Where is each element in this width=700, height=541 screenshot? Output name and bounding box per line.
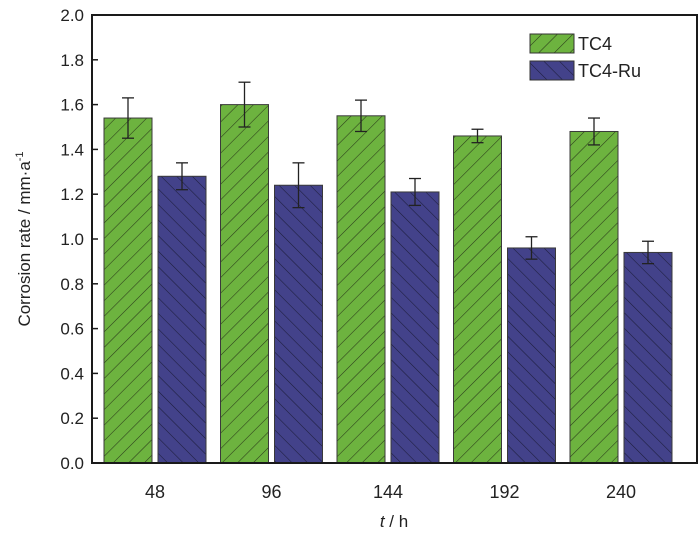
- y-tick-label: 0.8: [60, 275, 84, 294]
- y-axis-label-main: Corrosion rate / mm·a: [15, 161, 34, 327]
- x-axis-ticks: 48 96 144 192 240: [145, 482, 636, 502]
- legend-label-tc4-ru: TC4-Ru: [578, 61, 641, 81]
- legend-swatch-tc4: [529, 33, 575, 54]
- bar-tc4-ru-48: [157, 175, 207, 464]
- y-axis-label-superscript: -1: [14, 151, 26, 161]
- legend-swatch-tc4-ru: [529, 60, 575, 81]
- bar-tc4-192: [453, 135, 502, 464]
- error-bar: [409, 177, 421, 207]
- bar-tc4-ru-192: [507, 247, 556, 464]
- error-bar: [238, 81, 251, 128]
- y-tick-label: 0.0: [60, 454, 84, 473]
- x-axis-label-variable: t: [380, 512, 386, 531]
- bar-tc4-240: [569, 130, 619, 464]
- bars-layer: [103, 104, 673, 464]
- legend: TC4 TC4-Ru: [529, 33, 641, 81]
- x-axis-label: t / h: [380, 512, 408, 531]
- y-axis-label: Corrosion rate / mm·a-1: [14, 151, 34, 326]
- y-tick-label: 2.0: [60, 6, 84, 25]
- svg-text:Corrosion rate / mm·a-1: Corrosion rate / mm·a-1: [14, 151, 34, 326]
- y-tick-label: 0.4: [60, 364, 84, 383]
- x-tick-label: 48: [145, 482, 165, 502]
- y-tick-label: 1.8: [60, 51, 84, 70]
- error-bar: [588, 117, 600, 146]
- error-bar: [176, 162, 188, 191]
- y-tick-label: 1.2: [60, 185, 84, 204]
- bar-tc4-144: [336, 115, 386, 464]
- error-bar: [471, 128, 484, 144]
- legend-label-tc4: TC4: [578, 34, 612, 54]
- error-bar: [292, 162, 305, 209]
- y-tick-label: 1.6: [60, 96, 84, 115]
- x-tick-label: 240: [606, 482, 636, 502]
- bar-tc4-ru-240: [623, 251, 673, 464]
- error-bar: [122, 97, 134, 139]
- y-tick-label: 1.4: [60, 140, 84, 159]
- bar-tc4-ru-96: [274, 184, 323, 464]
- y-axis-ticks: 0.0 0.2 0.4 0.6 0.8 1.0 1.2 1.4 1.6 1.8 2.0: [60, 6, 98, 473]
- bar-tc4-48: [103, 117, 153, 464]
- x-tick-label: 96: [261, 482, 281, 502]
- svg-text:t / h: t / h: [380, 512, 408, 531]
- error-bar: [355, 99, 367, 133]
- error-bars-layer: [122, 81, 654, 265]
- bar-tc4-96: [220, 104, 269, 464]
- y-tick-label: 0.2: [60, 409, 84, 428]
- x-tick-label: 144: [373, 482, 403, 502]
- y-tick-label: 1.0: [60, 230, 84, 249]
- bar-tc4-ru-144: [390, 191, 440, 464]
- error-bar: [525, 236, 538, 260]
- x-tick-label: 192: [489, 482, 519, 502]
- y-tick-label: 0.6: [60, 320, 84, 339]
- x-axis-label-unit: / h: [385, 512, 409, 531]
- error-bar: [642, 240, 654, 265]
